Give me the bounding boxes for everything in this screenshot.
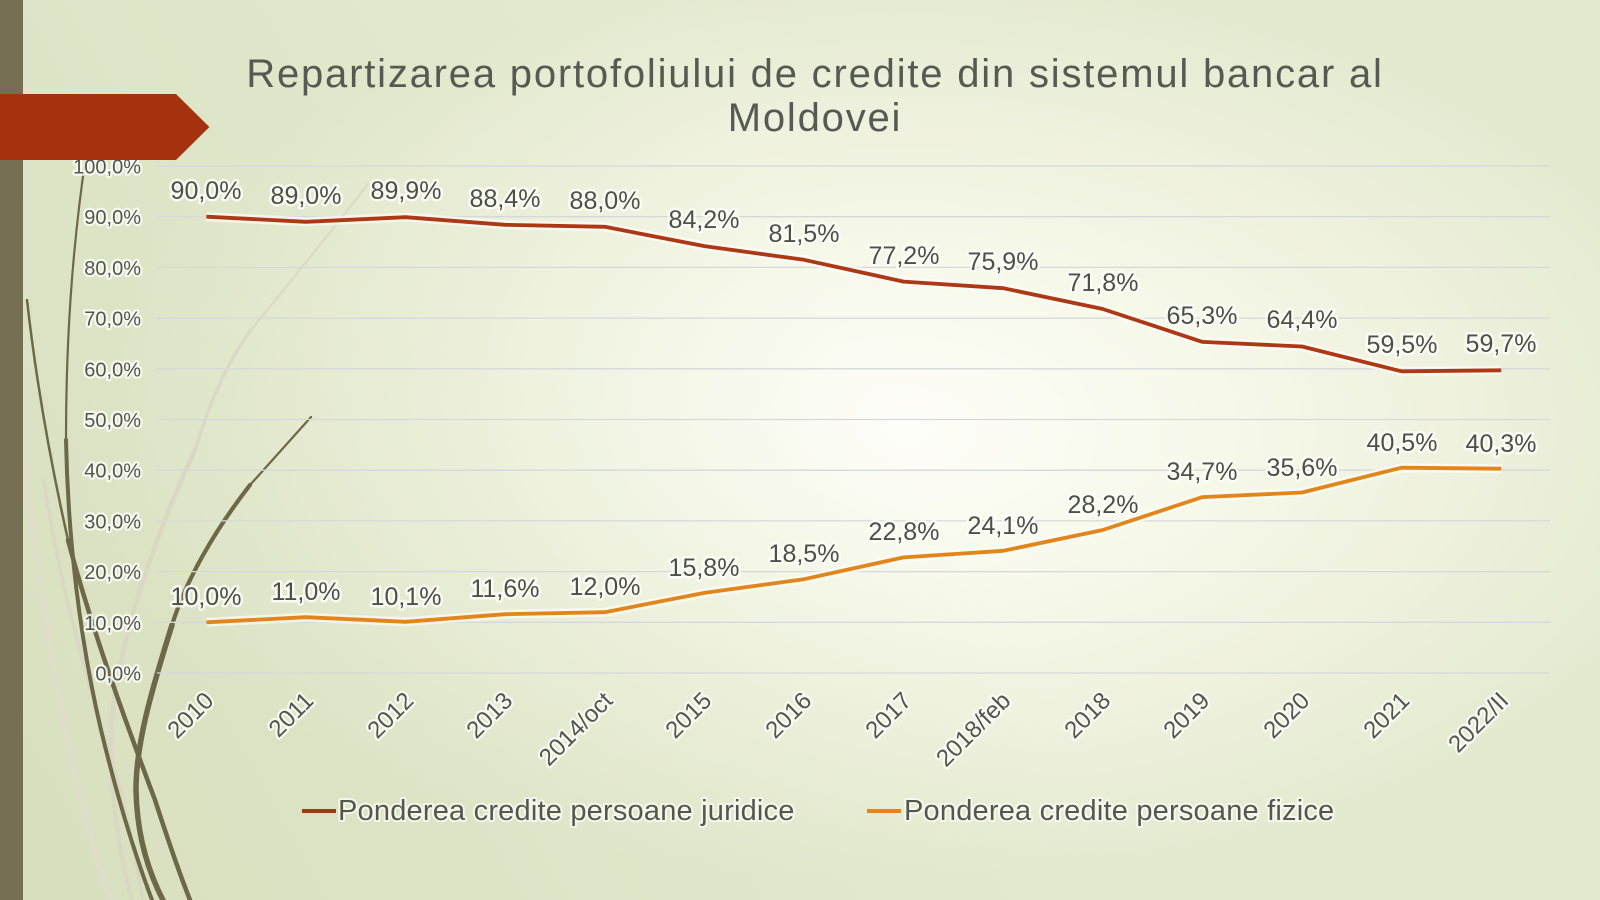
svg-text:15,8%: 15,8% bbox=[669, 554, 740, 582]
svg-text:Moldovei: Moldovei bbox=[728, 96, 902, 140]
svg-text:81,5%: 81,5% bbox=[769, 220, 840, 248]
svg-text:80,0%: 80,0% bbox=[84, 258, 141, 280]
svg-text:70,0%: 70,0% bbox=[84, 309, 141, 331]
svg-text:75,9%: 75,9% bbox=[968, 248, 1039, 276]
svg-text:Ponderea credite persoane juri: Ponderea credite persoane juridice bbox=[338, 795, 795, 827]
svg-text:50,0%: 50,0% bbox=[84, 410, 141, 432]
svg-text:34,7%: 34,7% bbox=[1167, 458, 1238, 486]
svg-text:0,0%: 0,0% bbox=[95, 664, 141, 686]
svg-text:35,6%: 35,6% bbox=[1267, 454, 1338, 482]
svg-text:90,0%: 90,0% bbox=[171, 177, 242, 205]
svg-text:10,0%: 10,0% bbox=[84, 613, 141, 635]
svg-text:30,0%: 30,0% bbox=[84, 511, 141, 533]
svg-text:90,0%: 90,0% bbox=[84, 207, 141, 229]
svg-text:Ponderea credite persoane fizi: Ponderea credite persoane fizice bbox=[904, 795, 1334, 827]
svg-text:89,9%: 89,9% bbox=[371, 177, 442, 205]
svg-text:88,4%: 88,4% bbox=[470, 185, 541, 213]
svg-text:18,5%: 18,5% bbox=[769, 540, 840, 568]
svg-text:88,0%: 88,0% bbox=[570, 187, 641, 215]
svg-text:59,7%: 59,7% bbox=[1466, 330, 1537, 358]
svg-text:40,5%: 40,5% bbox=[1367, 429, 1438, 457]
svg-text:28,2%: 28,2% bbox=[1068, 491, 1139, 519]
svg-text:84,2%: 84,2% bbox=[669, 206, 740, 234]
svg-text:12,0%: 12,0% bbox=[570, 573, 641, 601]
svg-text:60,0%: 60,0% bbox=[84, 359, 141, 381]
svg-text:40,3%: 40,3% bbox=[1466, 430, 1537, 458]
svg-text:89,0%: 89,0% bbox=[271, 182, 342, 210]
svg-text:22,8%: 22,8% bbox=[869, 518, 940, 546]
svg-text:59,5%: 59,5% bbox=[1367, 331, 1438, 359]
svg-text:Repartizarea portofoliului de: Repartizarea portofoliului de credite di… bbox=[246, 52, 1383, 96]
svg-text:10,1%: 10,1% bbox=[371, 583, 442, 611]
svg-text:65,3%: 65,3% bbox=[1167, 302, 1238, 330]
svg-text:40,0%: 40,0% bbox=[84, 461, 141, 483]
svg-text:71,8%: 71,8% bbox=[1068, 269, 1139, 297]
svg-text:64,4%: 64,4% bbox=[1267, 306, 1338, 334]
svg-text:10,0%: 10,0% bbox=[171, 583, 242, 611]
svg-text:11,6%: 11,6% bbox=[470, 575, 539, 603]
svg-text:20,0%: 20,0% bbox=[84, 562, 141, 584]
svg-text:24,1%: 24,1% bbox=[968, 512, 1039, 540]
svg-text:11,0%: 11,0% bbox=[271, 578, 340, 606]
svg-text:77,2%: 77,2% bbox=[869, 242, 940, 270]
